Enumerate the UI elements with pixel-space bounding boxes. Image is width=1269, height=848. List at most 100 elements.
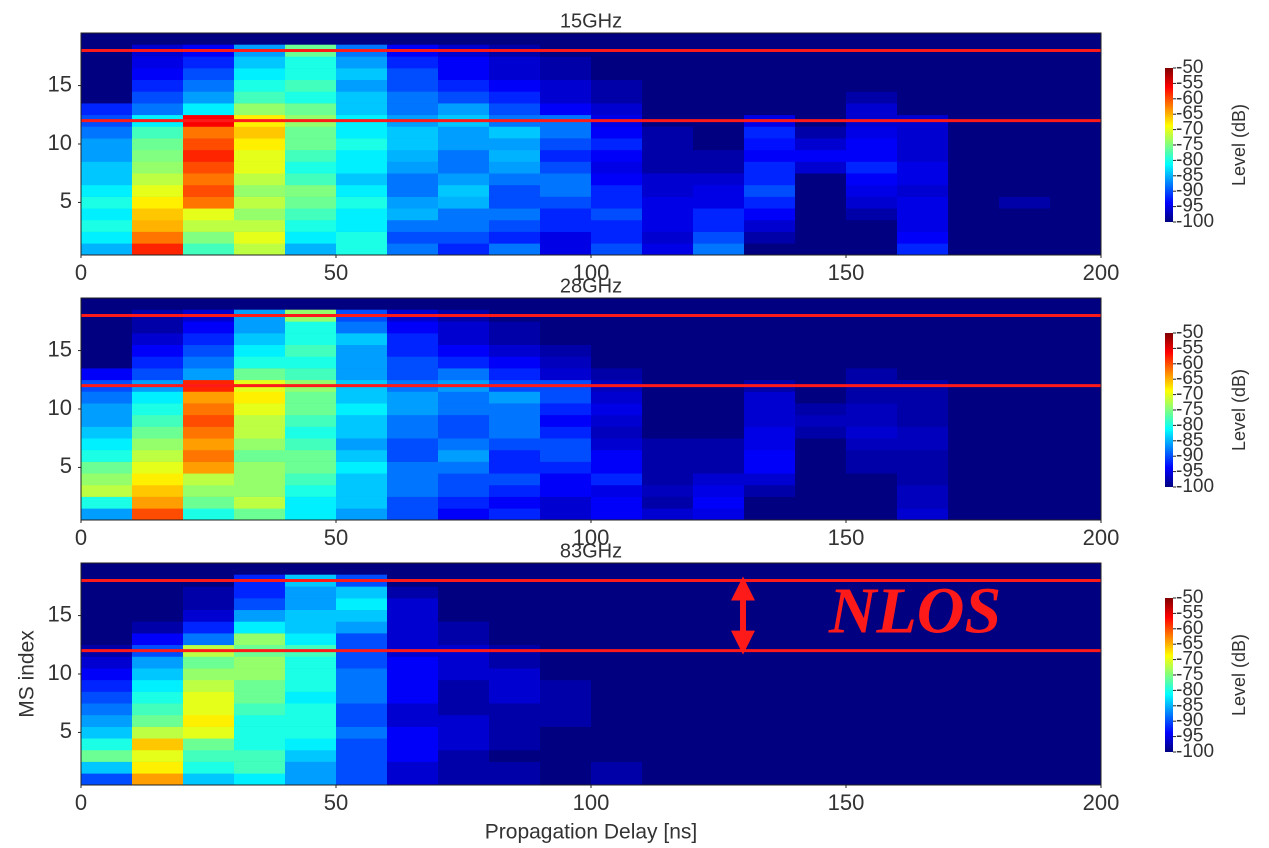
heatmap-cell <box>744 184 796 197</box>
heatmap-cell <box>897 149 949 162</box>
heatmap-cell <box>1050 633 1102 646</box>
heatmap-cell <box>642 426 694 439</box>
heatmap-cell <box>132 738 184 751</box>
heatmap-cell <box>744 426 796 439</box>
heatmap-cell <box>132 333 184 346</box>
heatmap-cell <box>795 508 847 521</box>
heatmap-cell <box>387 484 439 497</box>
heatmap-cell <box>336 219 388 232</box>
heatmap-cell <box>999 679 1051 692</box>
heatmap-cell <box>1050 621 1102 634</box>
heatmap-cell <box>846 703 898 716</box>
heatmap-cell <box>489 679 541 692</box>
heatmap-cell <box>540 344 592 357</box>
heatmap-cell <box>1050 426 1102 439</box>
x-tick-label: 200 <box>1083 525 1120 550</box>
heatmap-cell <box>81 586 133 599</box>
heatmap-cell <box>540 103 592 116</box>
heatmap-cell <box>81 219 133 232</box>
heatmap-cell <box>693 726 745 739</box>
heatmap-cell <box>540 173 592 186</box>
heatmap-cell <box>81 508 133 521</box>
heatmap-cell <box>132 668 184 681</box>
heatmap-cell <box>387 496 439 509</box>
heatmap-cell <box>897 609 949 622</box>
heatmap-cell <box>183 738 235 751</box>
heatmap-cell <box>591 321 643 334</box>
heatmap-cell <box>438 496 490 509</box>
heatmap-cell <box>948 679 1000 692</box>
heatmap-cell <box>795 161 847 174</box>
heatmap-cell <box>387 414 439 427</box>
heatmap-cell <box>999 426 1051 439</box>
heatmap-cell <box>81 208 133 221</box>
heatmap-cell <box>795 391 847 404</box>
heatmap-cell <box>336 344 388 357</box>
heatmap-cell <box>642 368 694 381</box>
heatmap-cell <box>540 403 592 416</box>
heatmap-cell <box>540 79 592 92</box>
heatmap-cell <box>285 356 337 369</box>
heatmap-cell <box>489 356 541 369</box>
heatmap-cell <box>846 508 898 521</box>
heatmap-cell <box>285 79 337 92</box>
heatmap-cell <box>795 668 847 681</box>
heatmap-cell <box>438 368 490 381</box>
heatmap-cell <box>948 496 1000 509</box>
heatmap-cell <box>132 68 184 81</box>
heatmap-cell <box>183 656 235 669</box>
heatmap-cell <box>132 656 184 669</box>
heatmap-cell <box>489 403 541 416</box>
heatmap-cell <box>642 391 694 404</box>
heatmap-cell <box>642 609 694 622</box>
heatmap-cell <box>795 414 847 427</box>
heatmap-cell <box>948 243 1000 256</box>
heatmap-cell <box>846 449 898 462</box>
heatmap-cell <box>897 231 949 244</box>
heatmap-cell <box>744 773 796 786</box>
heatmap-cell <box>897 138 949 151</box>
heatmap-cell <box>387 461 439 474</box>
heatmap-cell <box>438 321 490 334</box>
y-axis-label: MS index <box>16 630 39 718</box>
heatmap-cell <box>591 773 643 786</box>
heatmap-cell <box>999 703 1051 716</box>
heatmap-cell <box>795 726 847 739</box>
heatmap-cell <box>336 68 388 81</box>
heatmap-cell <box>183 126 235 139</box>
heatmap-cell <box>795 749 847 762</box>
heatmap-cell <box>438 184 490 197</box>
heatmap-cell <box>336 79 388 92</box>
colorbar-tick-label: -90 <box>1176 710 1203 731</box>
heatmap-cell <box>642 68 694 81</box>
heatmap-cell <box>132 231 184 244</box>
heatmap-cell <box>948 368 1000 381</box>
heatmap-cell <box>183 714 235 727</box>
heatmap-cell <box>540 679 592 692</box>
heatmap-cell <box>999 391 1051 404</box>
heatmap-cell <box>540 91 592 104</box>
heatmap-cell <box>438 414 490 427</box>
x-tick-label: 50 <box>324 525 348 550</box>
heatmap-cell <box>489 703 541 716</box>
heatmap-cell <box>642 473 694 486</box>
heatmap-cell <box>693 333 745 346</box>
heatmap-cell <box>336 703 388 716</box>
heatmap-cell <box>591 356 643 369</box>
heatmap-cell <box>81 173 133 186</box>
heatmap-cell <box>540 473 592 486</box>
heatmap-cell <box>489 598 541 611</box>
heatmap-cell <box>999 356 1051 369</box>
heatmap-cell <box>999 208 1051 221</box>
heatmap-cell <box>285 161 337 174</box>
heatmap-cell <box>591 173 643 186</box>
heatmap-cell <box>693 738 745 751</box>
heatmap-cell <box>693 391 745 404</box>
heatmap-cell <box>336 149 388 162</box>
heatmap-cell <box>387 703 439 716</box>
heatmap-cell <box>183 149 235 162</box>
heatmap-cell <box>591 703 643 716</box>
heatmap-cell <box>489 184 541 197</box>
heatmap-cell <box>948 461 1000 474</box>
heatmap-cell <box>81 749 133 762</box>
